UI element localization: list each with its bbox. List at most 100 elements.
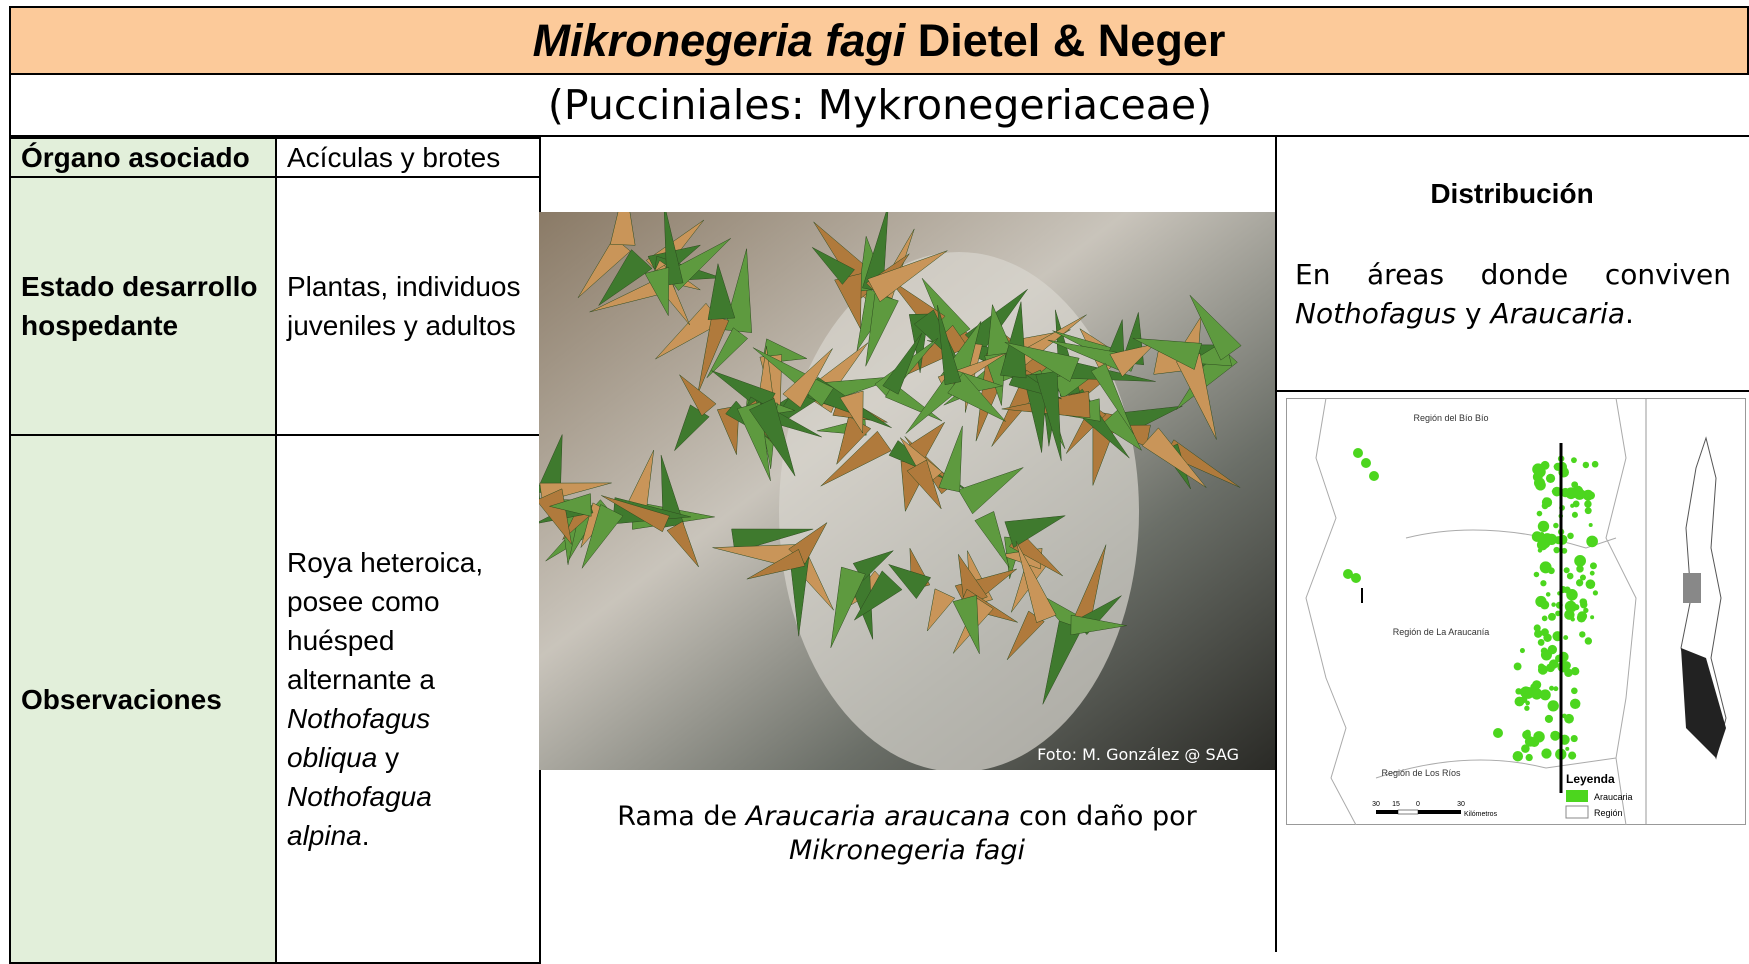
distribution-panel bbox=[1275, 137, 1749, 952]
patch bbox=[1538, 533, 1546, 541]
study-area bbox=[1683, 573, 1701, 603]
obs-label: Observaciones bbox=[9, 434, 277, 964]
patch bbox=[1540, 647, 1548, 655]
needle bbox=[707, 263, 736, 320]
patch bbox=[1548, 567, 1555, 575]
legend-swatch bbox=[1565, 805, 1589, 819]
genus: Nothofagus bbox=[1295, 297, 1457, 330]
patch bbox=[1536, 510, 1543, 517]
patch bbox=[1551, 602, 1556, 607]
patch bbox=[1540, 580, 1547, 587]
patch bbox=[1353, 448, 1363, 458]
patch bbox=[1579, 631, 1586, 638]
patch bbox=[1571, 687, 1578, 695]
scale-label: 15 bbox=[1392, 801, 1400, 808]
scale-labels: 30 15 0 30 Kilómetros bbox=[1372, 801, 1497, 818]
needle bbox=[854, 570, 903, 621]
patch bbox=[1568, 600, 1574, 606]
patch bbox=[1533, 624, 1541, 632]
species: Nothofagus obliqua bbox=[287, 703, 431, 773]
patch bbox=[1568, 751, 1577, 760]
needle bbox=[938, 425, 963, 493]
legend-title: Leyenda bbox=[1566, 772, 1615, 786]
patch bbox=[1533, 571, 1540, 578]
region-label: Región del Bío Bío bbox=[1413, 413, 1488, 423]
needle bbox=[1015, 541, 1057, 623]
needle bbox=[865, 293, 899, 367]
text: . bbox=[361, 820, 370, 851]
patch bbox=[1584, 507, 1592, 515]
title-bar: Mikronegeria fagi Dietel & Neger bbox=[9, 6, 1749, 75]
species: Nothofagua alpina bbox=[287, 781, 432, 851]
patch bbox=[1587, 584, 1592, 589]
patch bbox=[1592, 590, 1599, 596]
patch bbox=[1536, 539, 1548, 551]
title-authors: Dietel & Neger bbox=[917, 14, 1226, 66]
patch bbox=[1541, 497, 1553, 508]
patch bbox=[1361, 458, 1371, 468]
needle bbox=[660, 454, 684, 528]
patch bbox=[1539, 689, 1551, 701]
needle bbox=[1070, 614, 1127, 636]
patch bbox=[1584, 637, 1593, 645]
patch bbox=[1571, 481, 1579, 489]
label-text: Estado desarrollo hospedante bbox=[21, 271, 258, 341]
needle bbox=[830, 566, 866, 648]
needle bbox=[601, 495, 670, 533]
patch bbox=[1531, 688, 1543, 700]
species: Araucaria araucana bbox=[745, 801, 1011, 832]
patch bbox=[1588, 522, 1593, 527]
patch bbox=[1562, 661, 1571, 670]
needle bbox=[1109, 343, 1156, 378]
text: y bbox=[1464, 297, 1482, 330]
patch bbox=[1589, 562, 1597, 570]
label-text: Observaciones bbox=[21, 683, 222, 715]
patch bbox=[1534, 465, 1546, 478]
needle bbox=[1004, 342, 1080, 383]
map: Región del Bío Bío Región de La Araucaní… bbox=[1286, 398, 1746, 825]
patch bbox=[1586, 535, 1598, 548]
needle bbox=[746, 549, 806, 580]
value-text: Acículas y brotes bbox=[287, 142, 501, 173]
needle bbox=[1042, 620, 1083, 705]
legend-swatch bbox=[1566, 790, 1588, 802]
patch bbox=[1589, 570, 1595, 576]
patch bbox=[1555, 610, 1561, 617]
needle bbox=[782, 348, 833, 409]
region-label: Región de La Araucanía bbox=[1393, 627, 1490, 637]
patch bbox=[1520, 686, 1532, 698]
boundaries bbox=[1305, 398, 1637, 825]
patch bbox=[1534, 629, 1543, 638]
distribution-heading: Distribución bbox=[1430, 178, 1594, 209]
patch bbox=[1591, 460, 1599, 468]
text: En áreas donde conviven bbox=[1295, 258, 1731, 291]
needle bbox=[752, 347, 834, 407]
patch bbox=[1525, 753, 1533, 762]
needle bbox=[706, 327, 749, 379]
needle bbox=[1141, 427, 1207, 488]
patch bbox=[1566, 572, 1574, 580]
scale-unit: Kilómetros bbox=[1464, 811, 1498, 818]
patch bbox=[1579, 574, 1586, 581]
needle bbox=[867, 250, 948, 303]
patch bbox=[1546, 663, 1555, 673]
needle bbox=[581, 504, 624, 569]
needle bbox=[1090, 363, 1134, 435]
scale-label: 30 bbox=[1372, 801, 1380, 808]
legend-item: Región bbox=[1594, 808, 1623, 818]
patch bbox=[1533, 536, 1539, 542]
patch bbox=[1579, 598, 1587, 606]
patch bbox=[1537, 639, 1545, 646]
patch bbox=[1544, 714, 1553, 723]
needle bbox=[882, 332, 923, 395]
patch bbox=[1514, 696, 1525, 707]
text: con daño por bbox=[1019, 801, 1197, 832]
patch bbox=[1590, 615, 1595, 620]
patch bbox=[1567, 532, 1574, 540]
species: Mikronegeria fagi bbox=[789, 835, 1025, 866]
patch bbox=[1545, 592, 1551, 597]
needle bbox=[974, 511, 1010, 568]
patch bbox=[1548, 612, 1556, 621]
patch bbox=[1564, 668, 1573, 678]
